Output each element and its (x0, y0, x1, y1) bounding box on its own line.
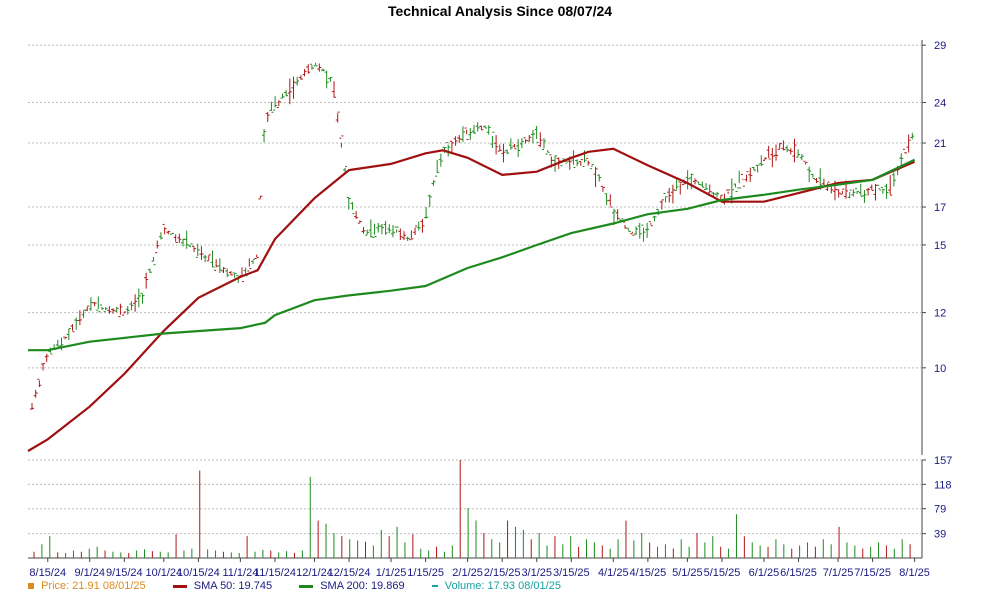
price-y-tick-label: 17 (934, 202, 946, 214)
legend-price-swatch (28, 583, 34, 590)
legend-volume-date: 08/01/25 (518, 580, 561, 592)
legend: Price: 21.91 08/01/25 SMA 50: 19.745 SMA… (28, 580, 585, 596)
volume-y-tick-label: 39 (934, 529, 946, 541)
legend-sma50: SMA 50: 19.745 (172, 580, 273, 592)
x-tick-label: 12/1/24 (296, 567, 333, 579)
x-tick-label: 8/1/25 (899, 567, 930, 579)
legend-sma50-swatch (172, 584, 187, 588)
price-y-tick-label: 10 (934, 363, 946, 375)
x-tick-label: 5/1/25 (672, 567, 703, 579)
x-tick-label: 10/15/24 (177, 567, 220, 579)
x-tick-label: 7/1/25 (823, 567, 854, 579)
x-tick-label: 1/15/25 (407, 567, 444, 579)
legend-price-date: 08/01/25 (102, 580, 146, 592)
price-plot-area (27, 39, 923, 456)
legend-sma200-label: SMA 200: 19.869 (320, 580, 405, 592)
x-tick-label: 11/1/24 (222, 567, 258, 579)
x-tick-label: 4/15/25 (630, 567, 667, 579)
x-tick-label: 1/1/25 (376, 567, 407, 579)
volume-y-tick-label: 79 (934, 504, 946, 516)
x-tick-label: 2/1/25 (452, 567, 483, 579)
legend-volume-swatch (431, 585, 438, 588)
x-tick-label: 12/15/24 (328, 567, 371, 579)
legend-sma50-label: SMA 50: 19.745 (193, 580, 273, 592)
sma200-line (28, 158, 916, 352)
price-y-tick-label: 12 (934, 308, 946, 320)
price-y-tick-label: 24 (934, 98, 946, 110)
price-y-tick-label: 15 (934, 240, 946, 252)
legend-volume: Volume: 17.93 08/01/25 (431, 580, 561, 592)
sma50-line (27, 147, 916, 452)
legend-sma200: SMA 200: 19.869 (299, 580, 405, 592)
x-tick-label: 5/15/25 (704, 567, 741, 579)
volume-y-tick-label: 118 (934, 479, 952, 491)
x-tick-label: 3/15/25 (553, 567, 590, 579)
x-tick-label: 7/15/25 (854, 567, 891, 579)
x-tick-label: 10/1/24 (145, 567, 182, 579)
x-tick-label: 6/15/25 (780, 567, 817, 579)
x-tick-label: 8/15/24 (29, 567, 66, 579)
x-tick-label: 9/15/24 (106, 567, 143, 579)
x-tick-label: 4/1/25 (598, 567, 629, 579)
volume-y-tick-label: 157 (934, 455, 952, 467)
price-y-tick-label: 29 (934, 40, 946, 52)
x-tick-label: 6/1/25 (749, 567, 780, 579)
legend-price-label: Price: 21.91 (41, 580, 100, 592)
x-tick-label: 3/1/25 (521, 567, 552, 579)
x-tick-label: 9/1/24 (74, 567, 105, 579)
x-tick-label: 11/15/24 (254, 567, 296, 579)
chart-title: Technical Analysis Since 08/07/24 (387, 3, 613, 19)
legend-price: Price: 21.91 08/01/25 (28, 580, 146, 592)
legend-sma200-swatch (299, 584, 314, 588)
x-tick-label: 2/15/25 (484, 567, 521, 579)
price-y-tick-label: 21 (934, 138, 946, 150)
legend-volume-label: Volume: 17.93 (444, 580, 516, 592)
